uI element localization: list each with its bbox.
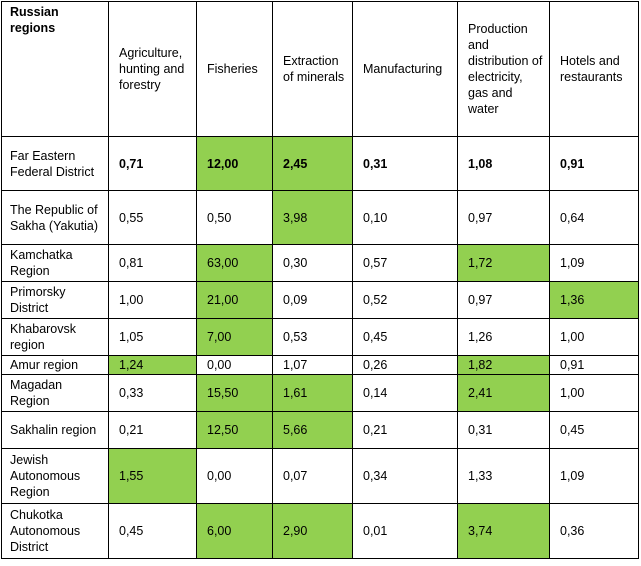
header-cell-agriculture: Agriculture, hunting and forestry bbox=[108, 1, 197, 137]
value-cell: 0,36 bbox=[549, 503, 639, 559]
value-cell: 0,01 bbox=[352, 503, 458, 559]
value-cell: 2,45 bbox=[272, 136, 353, 191]
value-cell: 0,91 bbox=[549, 136, 639, 191]
value-cell: 0,07 bbox=[272, 448, 353, 504]
region-cell: Jewish Autonomous Region bbox=[1, 448, 109, 504]
value-cell: 1,00 bbox=[108, 281, 197, 319]
table-row: Amur region 1,24 0,00 1,07 0,26 1,82 0,9… bbox=[1, 355, 639, 375]
region-cell: Amur region bbox=[1, 355, 109, 375]
region-cell: Far Eastern Federal District bbox=[1, 136, 109, 191]
region-cell: Sakhalin region bbox=[1, 411, 109, 449]
region-cell: The Republic of Sakha (Yakutia) bbox=[1, 190, 109, 245]
table-row: Sakhalin region 0,21 12,50 5,66 0,21 0,3… bbox=[1, 411, 639, 449]
header-row: Russian regions Agriculture, hunting and… bbox=[1, 1, 639, 137]
table-row: The Republic of Sakha (Yakutia) 0,55 0,5… bbox=[1, 190, 639, 245]
value-cell: 0,26 bbox=[352, 355, 458, 375]
table-row: Far Eastern Federal District 0,71 12,00 … bbox=[1, 136, 639, 191]
header-cell-manufacturing: Manufacturing bbox=[352, 1, 458, 137]
table-row: Chukotka Autonomous District 0,45 6,00 2… bbox=[1, 503, 639, 559]
value-cell: 6,00 bbox=[196, 503, 273, 559]
value-cell: 1,08 bbox=[457, 136, 550, 191]
table-row: Primorsky District 1,00 21,00 0,09 0,52 … bbox=[1, 281, 639, 319]
value-cell: 0,97 bbox=[457, 190, 550, 245]
value-cell: 0,81 bbox=[108, 244, 197, 282]
value-cell: 0,45 bbox=[352, 318, 458, 356]
table-row: Kamchatka Region 0,81 63,00 0,30 0,57 1,… bbox=[1, 244, 639, 282]
value-cell: 0,71 bbox=[108, 136, 197, 191]
value-cell: 0,91 bbox=[549, 355, 639, 375]
value-cell: 0,45 bbox=[108, 503, 197, 559]
table-row: Magadan Region 0,33 15,50 1,61 0,14 2,41… bbox=[1, 374, 639, 412]
value-cell: 0,57 bbox=[352, 244, 458, 282]
value-cell: 1,05 bbox=[108, 318, 197, 356]
region-cell: Khabarovsk region bbox=[1, 318, 109, 356]
value-cell: 15,50 bbox=[196, 374, 273, 412]
value-cell: 12,00 bbox=[196, 136, 273, 191]
value-cell: 3,74 bbox=[457, 503, 550, 559]
value-cell: 0,97 bbox=[457, 281, 550, 319]
value-cell: 63,00 bbox=[196, 244, 273, 282]
header-cell-hotels: Hotels and restaurants bbox=[549, 1, 639, 137]
value-cell: 0,64 bbox=[549, 190, 639, 245]
value-cell: 1,09 bbox=[549, 244, 639, 282]
value-cell: 1,00 bbox=[549, 374, 639, 412]
value-cell: 12,50 bbox=[196, 411, 273, 449]
value-cell: 0,10 bbox=[352, 190, 458, 245]
value-cell: 1,24 bbox=[108, 355, 197, 375]
value-cell: 3,98 bbox=[272, 190, 353, 245]
value-cell: 5,66 bbox=[272, 411, 353, 449]
value-cell: 1,07 bbox=[272, 355, 353, 375]
value-cell: 1,61 bbox=[272, 374, 353, 412]
value-cell: 21,00 bbox=[196, 281, 273, 319]
value-cell: 0,31 bbox=[352, 136, 458, 191]
value-cell: 2,90 bbox=[272, 503, 353, 559]
region-cell: Magadan Region bbox=[1, 374, 109, 412]
value-cell: 7,00 bbox=[196, 318, 273, 356]
value-cell: 0,14 bbox=[352, 374, 458, 412]
value-cell: 0,52 bbox=[352, 281, 458, 319]
region-cell: Primorsky District bbox=[1, 281, 109, 319]
value-cell: 0,21 bbox=[108, 411, 197, 449]
value-cell: 0,53 bbox=[272, 318, 353, 356]
table-row: Khabarovsk region 1,05 7,00 0,53 0,45 1,… bbox=[1, 318, 639, 356]
header-cell-extraction: Extraction of minerals bbox=[272, 1, 353, 137]
value-cell: 1,72 bbox=[457, 244, 550, 282]
value-cell: 0,21 bbox=[352, 411, 458, 449]
header-cell-region: Russian regions bbox=[1, 1, 109, 137]
table-row: Jewish Autonomous Region 1,55 0,00 0,07 … bbox=[1, 448, 639, 504]
region-cell: Kamchatka Region bbox=[1, 244, 109, 282]
value-cell: 0,34 bbox=[352, 448, 458, 504]
region-cell: Chukotka Autonomous District bbox=[1, 503, 109, 559]
value-cell: 1,00 bbox=[549, 318, 639, 356]
value-cell: 0,55 bbox=[108, 190, 197, 245]
value-cell: 0,31 bbox=[457, 411, 550, 449]
value-cell: 0,33 bbox=[108, 374, 197, 412]
value-cell: 1,36 bbox=[549, 281, 639, 319]
value-cell: 1,55 bbox=[108, 448, 197, 504]
header-cell-fisheries: Fisheries bbox=[196, 1, 273, 137]
value-cell: 1,33 bbox=[457, 448, 550, 504]
value-cell: 0,45 bbox=[549, 411, 639, 449]
value-cell: 0,30 bbox=[272, 244, 353, 282]
value-cell: 1,26 bbox=[457, 318, 550, 356]
value-cell: 0,00 bbox=[196, 448, 273, 504]
value-cell: 0,00 bbox=[196, 355, 273, 375]
value-cell: 0,50 bbox=[196, 190, 273, 245]
value-cell: 0,09 bbox=[272, 281, 353, 319]
value-cell: 2,41 bbox=[457, 374, 550, 412]
value-cell: 1,82 bbox=[457, 355, 550, 375]
value-cell: 1,09 bbox=[549, 448, 639, 504]
header-cell-utilities: Production and distribution of electrici… bbox=[457, 1, 550, 137]
